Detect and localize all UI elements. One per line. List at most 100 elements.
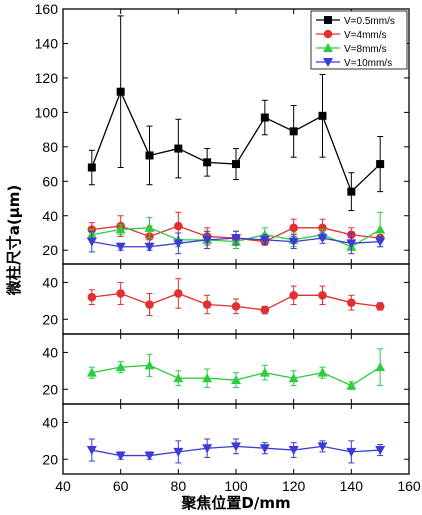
data-point <box>116 87 125 96</box>
data-point <box>346 380 357 390</box>
data-point <box>144 360 155 370</box>
panel-frame <box>62 333 410 405</box>
data-point <box>347 187 356 196</box>
y-tick-label: 20 <box>42 242 58 258</box>
y-tick-label: 60 <box>42 173 58 189</box>
data-point <box>288 446 299 456</box>
data-point <box>288 373 299 383</box>
data-point <box>87 292 97 302</box>
data-point <box>289 291 298 300</box>
data-point <box>173 239 184 249</box>
data-point <box>202 444 213 454</box>
series-V=4mm/s <box>87 278 385 317</box>
data-point <box>317 442 328 452</box>
legend-entry: V=0.5mm/s <box>316 16 395 27</box>
y-tick-label: 20 <box>42 311 58 327</box>
x-tick-label: 40 <box>55 478 71 494</box>
data-point <box>231 234 241 244</box>
y-tick-label: 120 <box>35 70 59 86</box>
series-V=10mm/s <box>86 438 386 464</box>
data-point <box>174 289 183 298</box>
data-point <box>375 302 385 311</box>
legend-label: V=4mm/s <box>344 30 387 41</box>
data-point <box>289 127 298 136</box>
data-point <box>375 362 386 372</box>
y-tick-label: 100 <box>35 104 59 120</box>
data-point <box>346 447 357 457</box>
data-point <box>318 291 327 300</box>
series-V=8mm/s <box>86 348 386 390</box>
series-V=10mm/s <box>86 230 386 255</box>
data-point <box>86 237 97 247</box>
legend-marker <box>323 43 333 52</box>
data-point <box>260 305 270 315</box>
data-point <box>173 373 184 383</box>
legend-entry: V=10mm/s <box>316 58 392 69</box>
data-point <box>288 237 299 247</box>
data-point <box>86 446 97 456</box>
legend-label: V=8mm/s <box>344 44 387 55</box>
x-tick-label: 120 <box>282 478 306 494</box>
data-point <box>173 447 184 457</box>
y-tick-label: 40 <box>42 274 58 290</box>
data-point <box>231 375 241 385</box>
x-tick-label: 140 <box>340 478 364 494</box>
legend-marker <box>323 29 333 39</box>
data-point <box>145 300 154 309</box>
data-point <box>375 224 386 234</box>
data-point <box>317 234 328 244</box>
legend-marker <box>323 58 333 67</box>
data-point <box>318 111 327 120</box>
data-point <box>346 239 357 249</box>
y-tick-label: 40 <box>42 414 58 430</box>
series-V=0.5mm/s <box>87 15 385 212</box>
y-tick-label: 160 <box>35 1 59 17</box>
x-tick-label: 100 <box>224 478 248 494</box>
x-tick-label: 80 <box>171 478 187 494</box>
data-point <box>115 224 126 234</box>
x-tick-label: 60 <box>113 478 129 494</box>
y-tick-label: 20 <box>42 381 58 397</box>
x-tick-label: 160 <box>397 478 421 494</box>
data-point <box>231 302 241 311</box>
data-point <box>376 160 385 169</box>
data-point <box>202 373 213 383</box>
legend-entry: V=4mm/s <box>316 29 387 41</box>
data-point <box>115 242 126 252</box>
y-tick-label: 40 <box>42 208 58 224</box>
data-point <box>145 151 154 160</box>
y-tick-label: 40 <box>42 344 58 360</box>
y-axis-title: 微柱尺寸a(μm) <box>5 185 23 297</box>
data-point <box>115 362 126 372</box>
data-point <box>202 235 213 245</box>
y-tick-label: 140 <box>35 35 59 51</box>
data-point <box>317 367 328 377</box>
data-point <box>375 446 386 456</box>
data-point <box>259 444 270 454</box>
legend-entry: V=8mm/s <box>316 43 387 55</box>
data-point <box>259 367 270 377</box>
data-point <box>144 222 155 232</box>
data-point <box>289 223 298 233</box>
data-point <box>87 163 96 172</box>
data-point <box>115 451 126 461</box>
data-point <box>231 442 241 452</box>
data-point <box>144 242 155 252</box>
data-point <box>144 451 155 461</box>
data-point <box>347 298 356 307</box>
y-tick-label: 80 <box>42 139 58 155</box>
data-point <box>375 237 386 247</box>
legend-marker <box>324 16 332 24</box>
legend-label: V=10mm/s <box>344 58 392 69</box>
panel-1: 20 40 60 80 100 120 140 160 <box>35 1 410 265</box>
data-point <box>86 367 97 377</box>
data-point <box>260 113 269 122</box>
data-point <box>202 300 212 309</box>
x-axis-title: 聚焦位置D/mm <box>180 494 290 512</box>
legend-label: V=0.5mm/s <box>344 16 395 27</box>
legend: V=0.5mm/s V=4mm/s V=8mm/s V=10mm/s <box>310 10 408 70</box>
data-point <box>203 158 212 167</box>
